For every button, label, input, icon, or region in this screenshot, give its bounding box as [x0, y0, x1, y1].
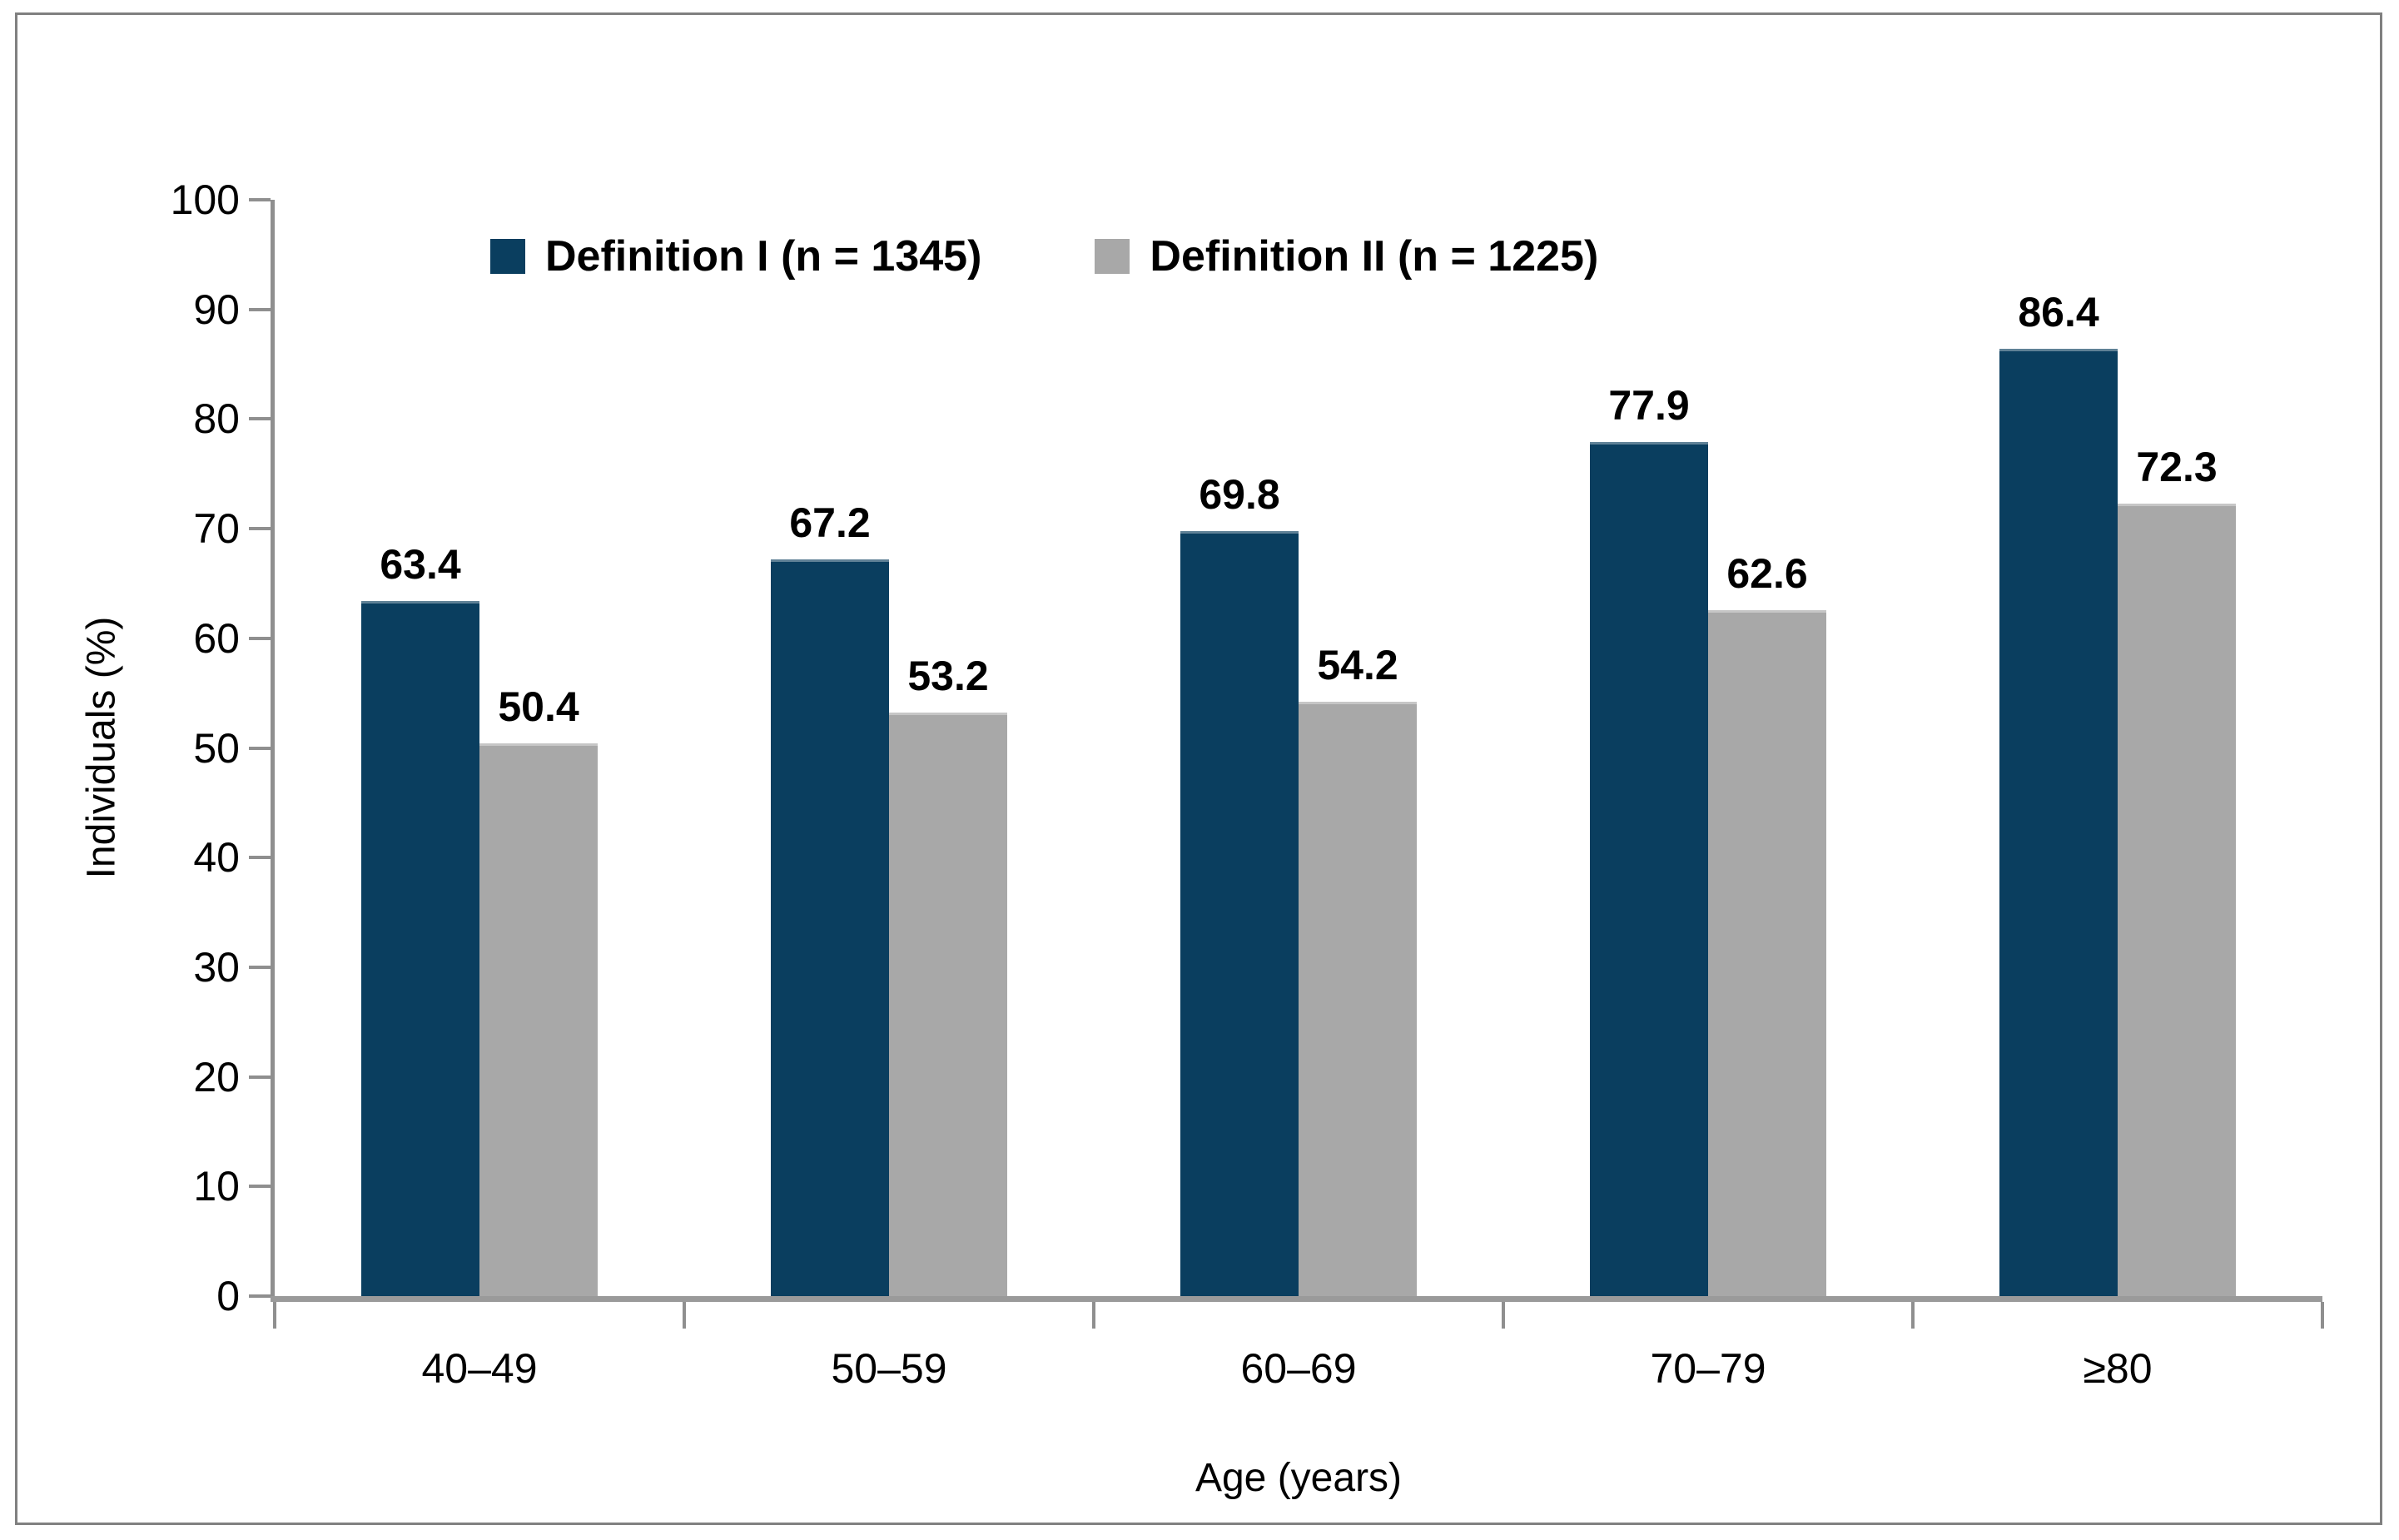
y-tick-label: 30	[193, 943, 240, 991]
legend: Definition I (n = 1345) Definition II (n…	[490, 235, 1598, 278]
x-axis-title: Age (years)	[1195, 1456, 1403, 1500]
y-axis-tick	[249, 527, 271, 531]
bar-series-1: 69.8	[1180, 474, 1299, 1296]
x-tick-label: 50–59	[831, 1345, 947, 1392]
bar-value-label: 53.2	[907, 653, 989, 700]
y-tick-label: 10	[193, 1163, 240, 1210]
x-axis-tick	[1092, 1302, 1095, 1329]
bar-series-1: 63.4	[361, 544, 479, 1296]
bar-series-2: 50.4	[479, 686, 598, 1296]
plot-area: 0 10 20 30 40 50 60 70 80 90 100 63.4 50.4 40–49 67.2 5…	[171, 179, 2324, 1389]
bar-value-label: 54.2	[1317, 642, 1398, 689]
y-axis-tick	[249, 1294, 271, 1298]
y-tick-label: 90	[193, 286, 240, 333]
y-tick-label: 20	[193, 1053, 240, 1100]
y-tick-label: 40	[193, 834, 240, 882]
bar-series-1: 77.9	[1590, 385, 1708, 1296]
y-axis-tick	[249, 1185, 271, 1189]
bar-value-label: 67.2	[789, 499, 871, 546]
legend-swatch-definition-2	[1095, 239, 1130, 274]
legend-label-definition-1: Definition I (n = 1345)	[545, 232, 982, 281]
y-axis-tick	[249, 417, 271, 421]
bar-series-2: 72.3	[2118, 446, 2236, 1296]
legend-label-definition-2: Definition II (n = 1225)	[1150, 232, 1599, 281]
x-axis-line	[271, 1296, 2322, 1302]
y-tick-label: 0	[216, 1273, 240, 1319]
y-tick-label: 100	[170, 176, 240, 223]
y-axis-line	[271, 200, 275, 1302]
y-axis-tick	[249, 856, 271, 860]
bar-value-label: 62.6	[1726, 549, 1808, 597]
y-axis-tick	[249, 965, 271, 969]
x-axis-tick	[2321, 1302, 2324, 1329]
category-group: 67.2 53.2 50–59	[684, 200, 1094, 1389]
x-axis-tick	[683, 1302, 686, 1329]
bar-value-label: 77.9	[1608, 382, 1690, 430]
bar-series-2: 62.6	[1708, 553, 1826, 1296]
x-tick-label: 60–69	[1240, 1345, 1357, 1392]
y-tick-label: 50	[193, 724, 240, 772]
x-axis-tick	[273, 1302, 276, 1329]
bar-series-1: 67.2	[771, 502, 889, 1296]
bar-value-label: 69.8	[1199, 470, 1280, 518]
x-tick-label: ≥80	[2083, 1345, 2153, 1392]
bar-value-label: 86.4	[2018, 289, 2099, 336]
legend-item-definition-1: Definition I (n = 1345)	[490, 235, 981, 278]
y-axis-tick	[249, 746, 271, 750]
y-tick-label: 80	[193, 395, 240, 443]
y-tick-label: 70	[193, 505, 240, 553]
category-group: 63.4 50.4 40–49	[275, 200, 684, 1389]
category-group: 77.9 62.6 70–79	[1503, 200, 1913, 1389]
bar-value-label: 50.4	[498, 683, 579, 731]
bar-series-1: 86.4	[1999, 291, 2118, 1296]
legend-item-definition-2: Definition II (n = 1225)	[1095, 235, 1598, 278]
x-axis-tick	[1502, 1302, 1505, 1329]
bar-value-label: 72.3	[2136, 443, 2218, 490]
legend-swatch-definition-1	[490, 239, 525, 274]
y-axis-tick	[249, 636, 271, 640]
category-group: 86.4 72.3 ≥80	[1913, 200, 2322, 1389]
y-axis-tick	[249, 307, 271, 311]
category-group: 69.8 54.2 60–69	[1094, 200, 1503, 1389]
x-tick-label: 40–49	[421, 1345, 538, 1392]
x-tick-label: 70–79	[1650, 1345, 1766, 1392]
bar-series-2: 53.2	[889, 655, 1007, 1296]
bar-value-label: 63.4	[380, 541, 461, 589]
bar-series-2: 54.2	[1299, 644, 1417, 1296]
y-axis-tick	[249, 198, 271, 201]
y-tick-label: 60	[193, 614, 240, 662]
x-axis-tick	[1911, 1302, 1915, 1329]
y-axis-tick	[249, 1075, 271, 1079]
